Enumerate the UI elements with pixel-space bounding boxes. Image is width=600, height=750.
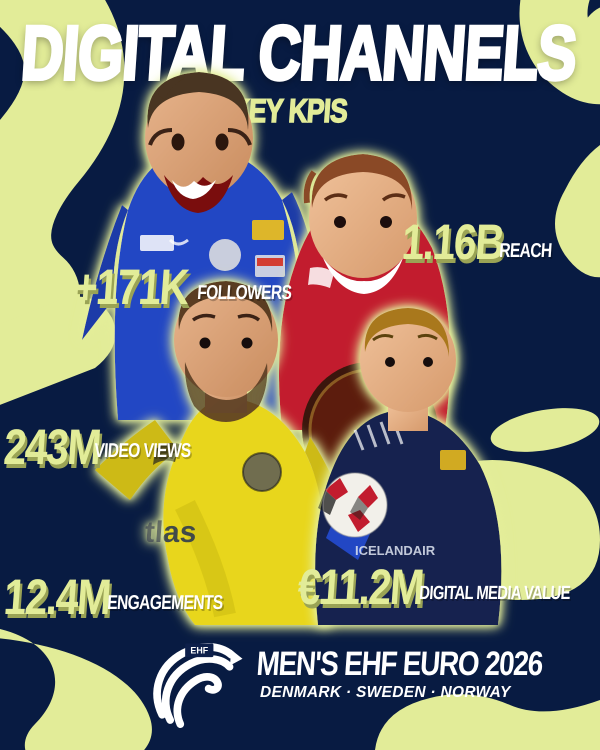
svg-text:EHF: EHF xyxy=(190,645,208,655)
svg-text:ICELANDAIR: ICELANDAIR xyxy=(355,543,436,558)
svg-text:tlas: tlas xyxy=(144,516,198,549)
